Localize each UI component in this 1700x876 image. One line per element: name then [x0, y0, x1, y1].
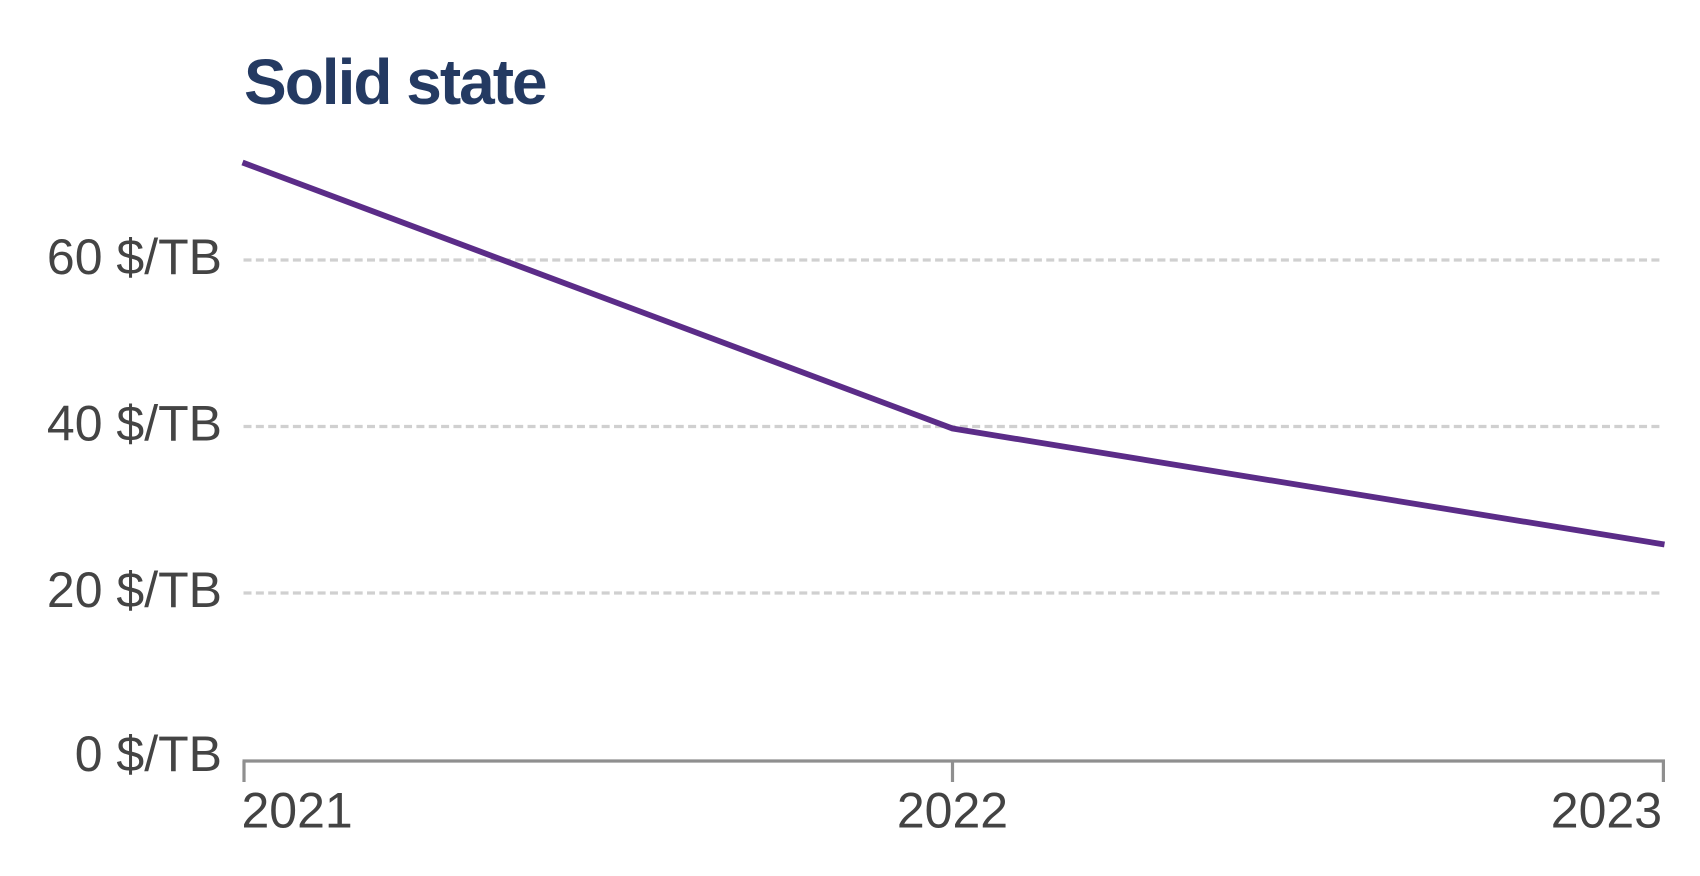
svg-text:2023: 2023: [1551, 783, 1662, 839]
svg-text:2021: 2021: [242, 783, 353, 839]
svg-text:Solid state: Solid state: [244, 46, 546, 118]
svg-text:2022: 2022: [897, 783, 1008, 839]
svg-text:0 $/TB: 0 $/TB: [75, 726, 222, 782]
svg-text:60 $/TB: 60 $/TB: [47, 229, 222, 285]
svg-text:20 $/TB: 20 $/TB: [47, 562, 222, 618]
svg-text:40 $/TB: 40 $/TB: [47, 396, 222, 452]
